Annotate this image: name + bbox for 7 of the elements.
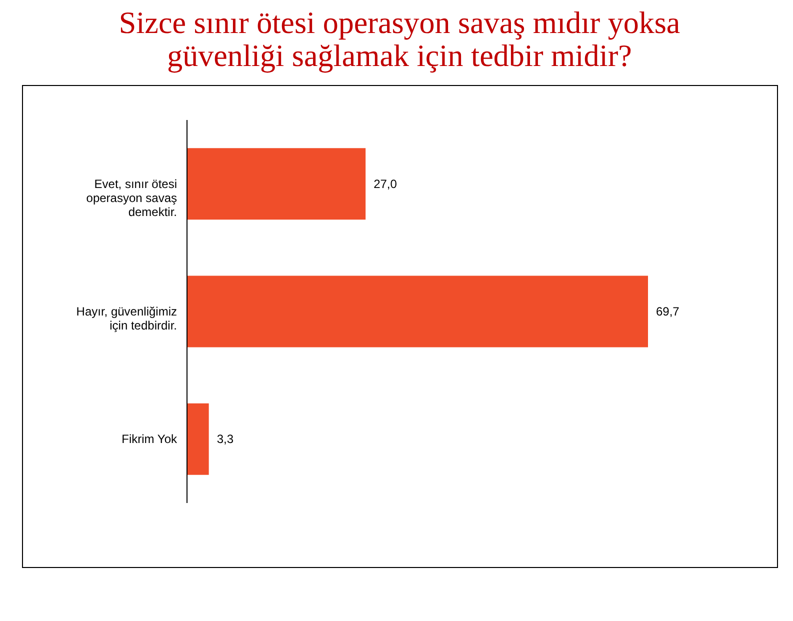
y-tick-label: Evet, sınır ötesi operasyon savaş demektir. — [86, 176, 177, 219]
data-label: 3,3 — [216, 432, 234, 446]
data-label: 69,7 — [656, 304, 680, 318]
y-tick-label: Hayır, güvenliğimiz için tedbirdir. — [76, 304, 177, 332]
data-label: 27,0 — [374, 176, 398, 191]
y-tick-label: Fikrim Yok — [122, 432, 178, 446]
chart-title: Sizce sınır ötesi operasyon savaş mıdır yoksa güvenliği sağlamak için tedbir midir? — [118, 5, 680, 73]
